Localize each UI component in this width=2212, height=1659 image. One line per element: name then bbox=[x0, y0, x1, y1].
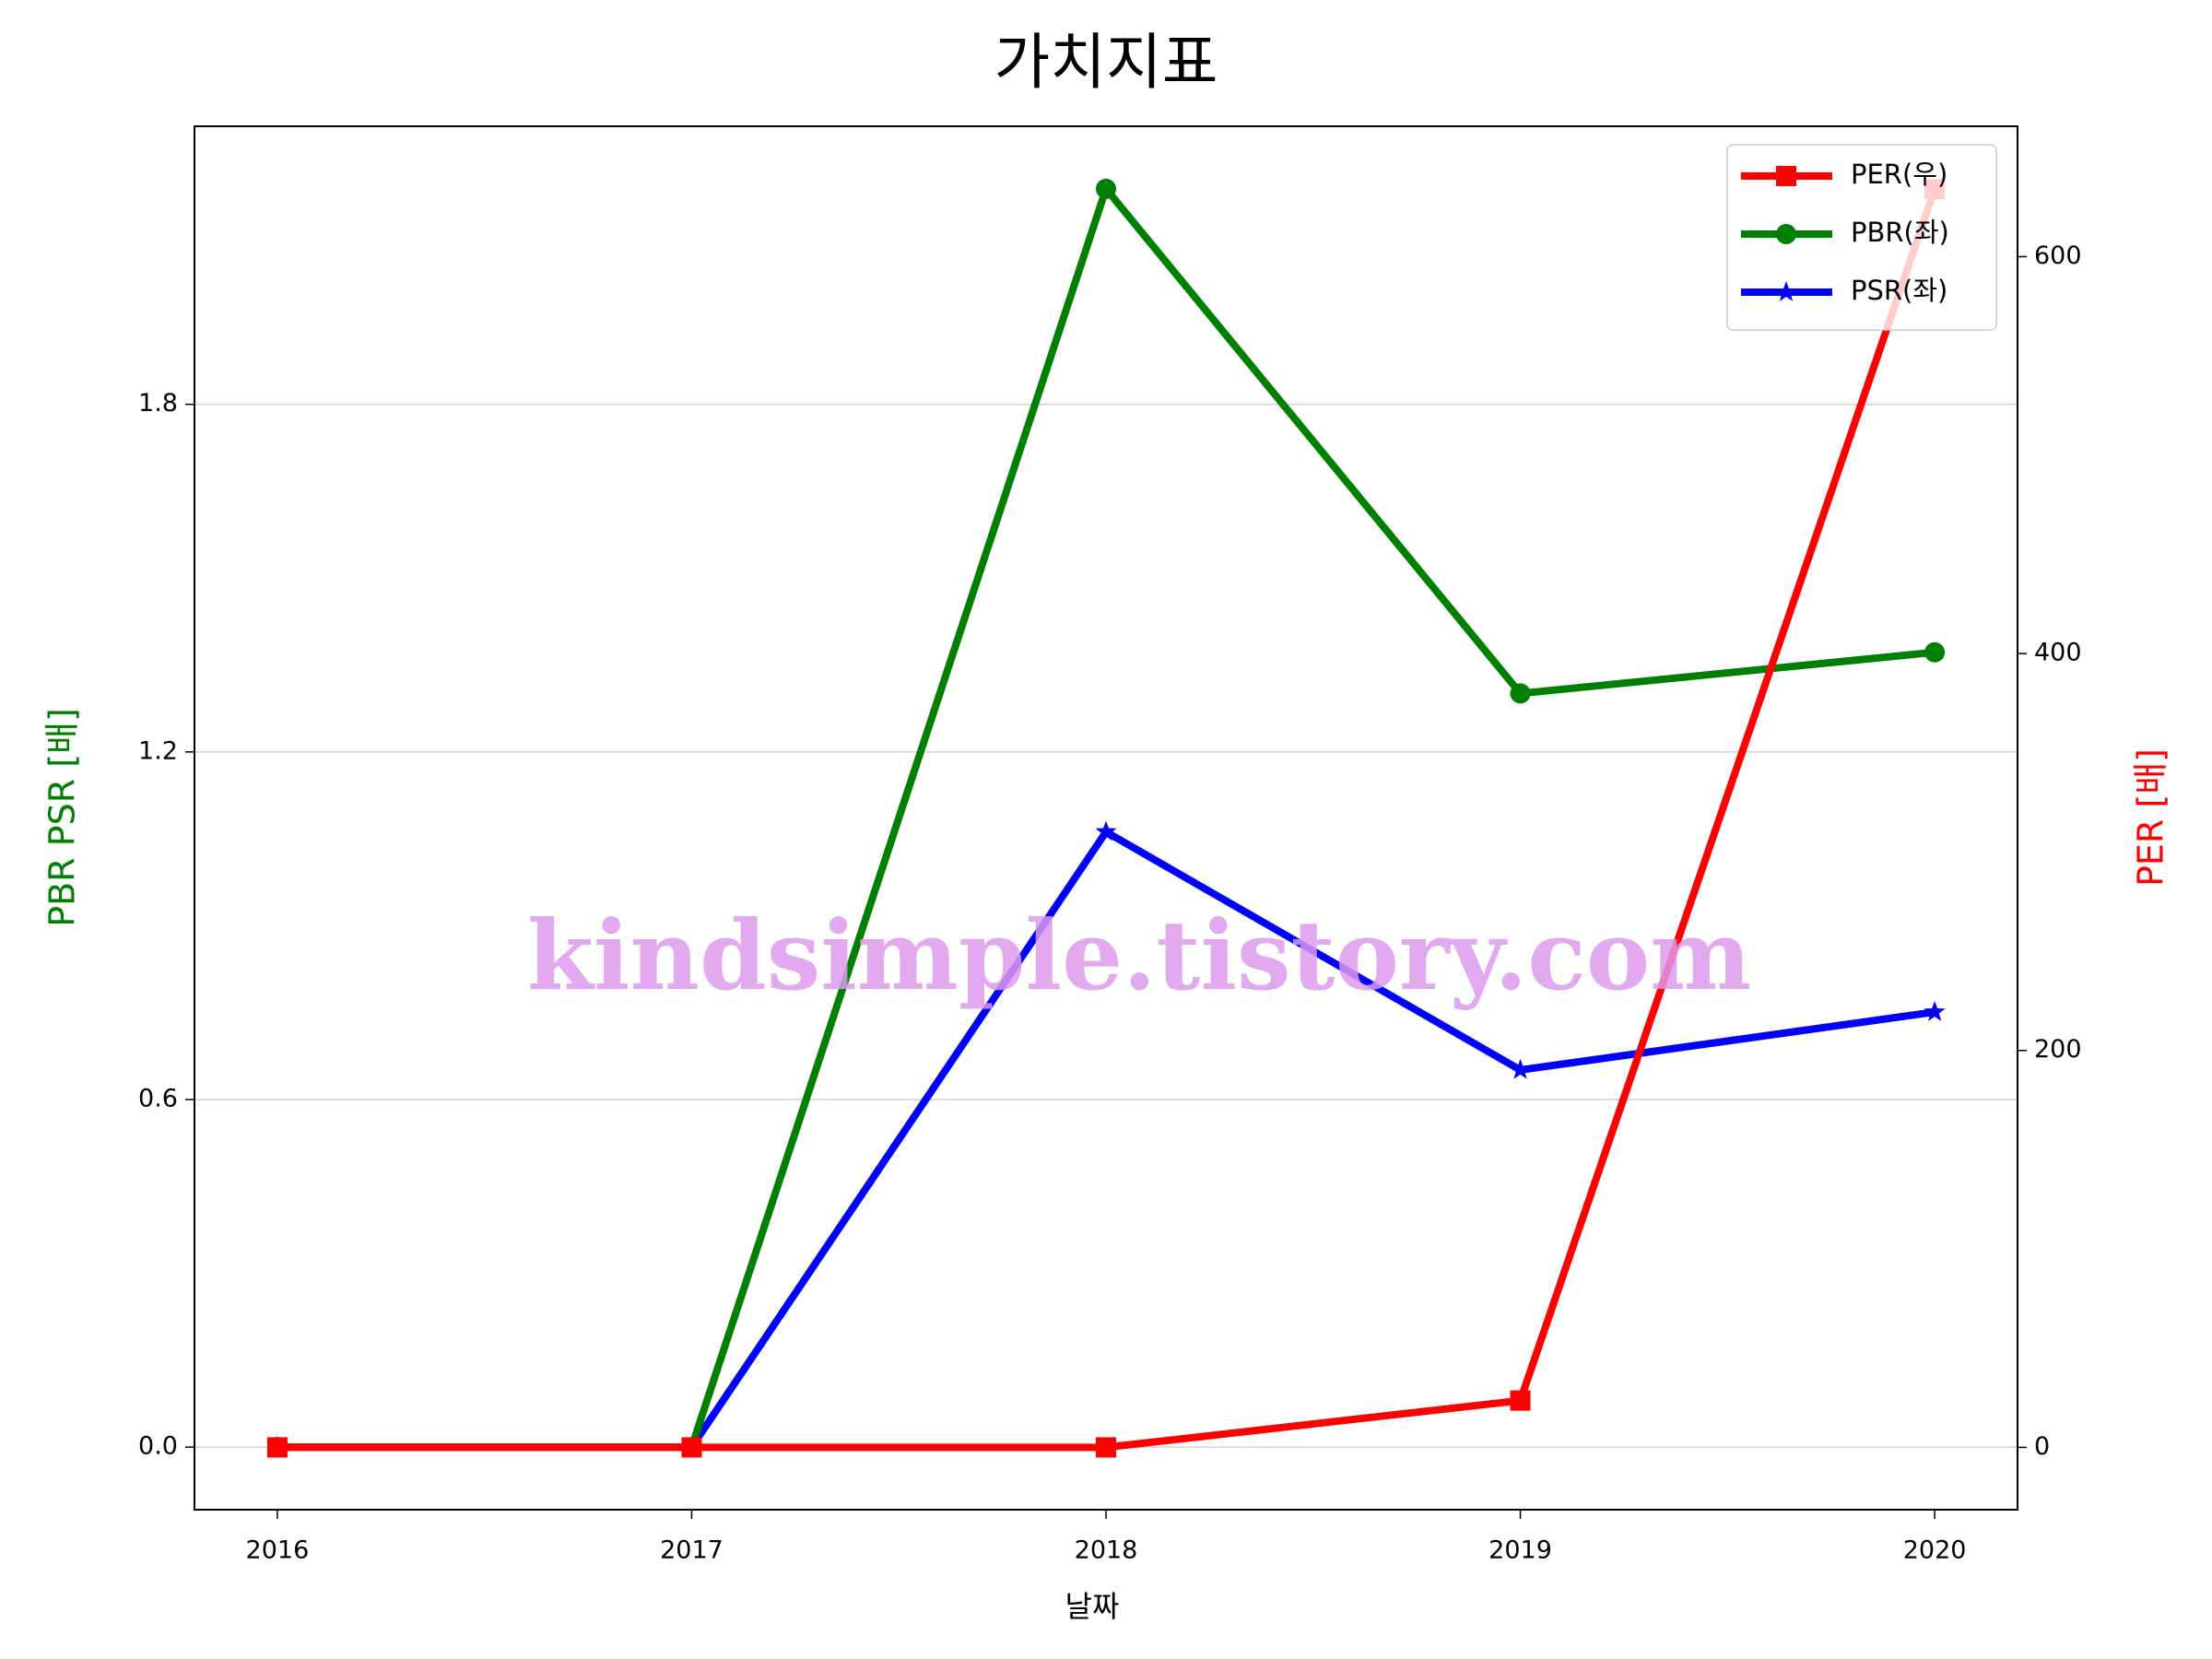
x-tick-label: 2018 bbox=[1075, 1536, 1138, 1565]
y-tick-label: 1.2 bbox=[138, 736, 178, 765]
y2-tick-label: 0 bbox=[2034, 1432, 2050, 1461]
series bbox=[266, 179, 1946, 1458]
plot-frame bbox=[194, 125, 2018, 1511]
line bbox=[276, 187, 1938, 1452]
x-tick-label: 2016 bbox=[246, 1536, 310, 1565]
y2-axis-label: PER [배] bbox=[2131, 748, 2171, 887]
chart-title: 가치지표 bbox=[994, 27, 1218, 98]
x-tick-label: 2020 bbox=[1903, 1536, 1967, 1565]
y-tick-label: 0.6 bbox=[138, 1084, 178, 1112]
y2-tick-label: 400 bbox=[2034, 639, 2082, 667]
legend-box bbox=[1726, 144, 1997, 331]
x-tick-label: 2019 bbox=[1488, 1536, 1552, 1565]
x-tick-label: 2017 bbox=[660, 1536, 724, 1565]
watermark: kindsimple.tistory.com bbox=[527, 899, 1751, 1012]
marker bbox=[1510, 683, 1531, 704]
y2-tick-label: 200 bbox=[2034, 1035, 2082, 1064]
marker bbox=[1775, 281, 1797, 301]
marker bbox=[1776, 224, 1796, 244]
y-tick-label: 0.0 bbox=[138, 1432, 178, 1461]
y2-tick-label: 600 bbox=[2034, 241, 2082, 270]
marker bbox=[1096, 178, 1116, 199]
legend-label: PSR(좌) bbox=[1851, 275, 1947, 306]
marker bbox=[1776, 166, 1796, 186]
y-axis-label: PBR PSR [배] bbox=[42, 708, 83, 927]
marker bbox=[1924, 1001, 1946, 1021]
marker bbox=[1510, 1390, 1531, 1411]
marker bbox=[1510, 1058, 1531, 1079]
marker bbox=[1095, 820, 1117, 841]
marker bbox=[1096, 1437, 1116, 1458]
marker bbox=[1924, 641, 1946, 663]
x-axis-label: 날짜 bbox=[1065, 1589, 1120, 1624]
y-tick-label: 1.8 bbox=[138, 389, 178, 418]
series bbox=[266, 178, 1946, 1458]
legend-label: PER(우) bbox=[1851, 159, 1947, 190]
legend-label: PBR(좌) bbox=[1851, 217, 1949, 248]
marker bbox=[266, 1437, 288, 1458]
line bbox=[276, 184, 1936, 1452]
marker bbox=[681, 1437, 702, 1458]
legend: PER(우) PBR(좌) PSR(좌) bbox=[1726, 144, 1997, 331]
